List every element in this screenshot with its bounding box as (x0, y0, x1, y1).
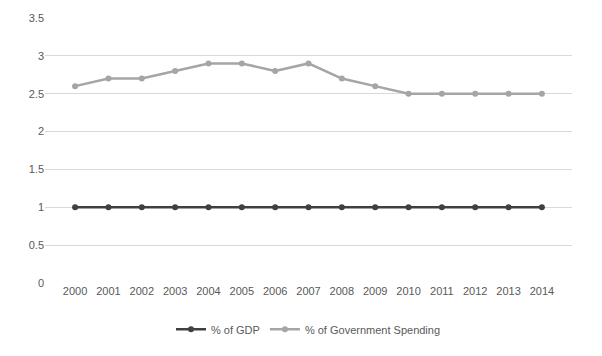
svg-text:2002: 2002 (130, 285, 154, 297)
svg-text:2.5: 2.5 (29, 88, 44, 100)
svg-text:2: 2 (38, 125, 44, 137)
svg-text:2014: 2014 (530, 285, 554, 297)
svg-text:3: 3 (38, 50, 44, 62)
svg-text:1.5: 1.5 (29, 163, 44, 175)
svg-text:% of Government Spending: % of Government Spending (305, 324, 440, 336)
svg-text:2012: 2012 (463, 285, 487, 297)
svg-text:2010: 2010 (396, 285, 420, 297)
svg-text:0: 0 (38, 277, 44, 289)
svg-text:3.5: 3.5 (29, 12, 44, 24)
svg-text:2013: 2013 (496, 285, 520, 297)
svg-text:0.5: 0.5 (29, 239, 44, 251)
svg-text:2000: 2000 (63, 285, 87, 297)
svg-text:2008: 2008 (330, 285, 354, 297)
svg-text:2006: 2006 (263, 285, 287, 297)
svg-text:2004: 2004 (196, 285, 220, 297)
svg-text:2005: 2005 (230, 285, 254, 297)
svg-text:1: 1 (38, 201, 44, 213)
svg-text:2009: 2009 (363, 285, 387, 297)
svg-text:2007: 2007 (296, 285, 320, 297)
svg-text:2001: 2001 (96, 285, 120, 297)
svg-text:% of GDP: % of GDP (211, 324, 260, 336)
svg-text:2003: 2003 (163, 285, 187, 297)
svg-text:2011: 2011 (430, 285, 454, 297)
